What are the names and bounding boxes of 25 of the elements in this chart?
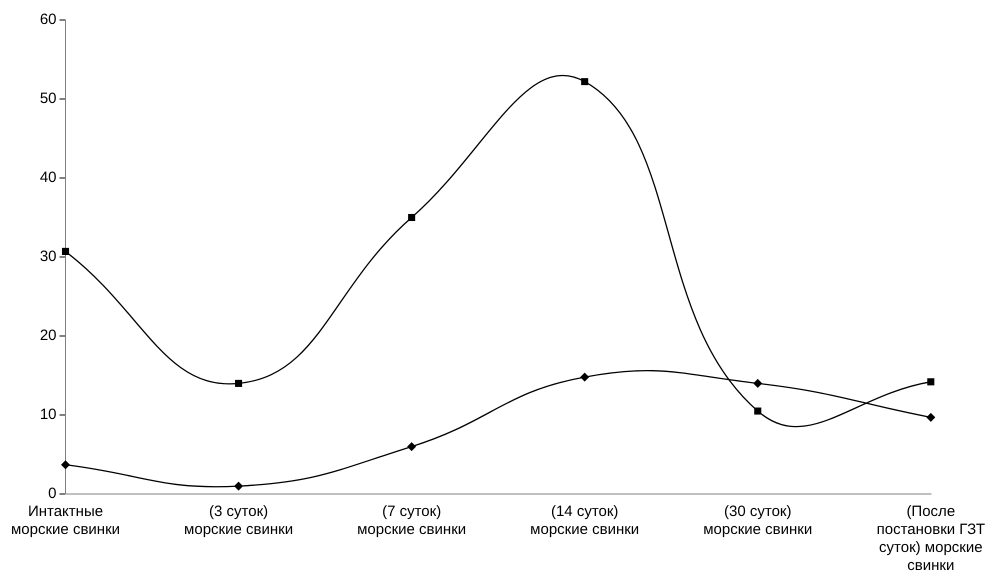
x-tick-label: (7 суток) морские свинки — [357, 503, 466, 538]
y-tick-label: 20 — [40, 327, 57, 344]
point — [580, 372, 590, 382]
x-tick-label: (14 суток) морские свинки — [530, 503, 640, 538]
point — [62, 248, 70, 256]
y-tick-label: 40 — [40, 169, 57, 186]
point — [581, 78, 588, 86]
point — [61, 460, 70, 470]
point — [234, 482, 244, 491]
point — [407, 442, 416, 452]
point — [926, 412, 936, 422]
y-tick-label: 60 — [40, 11, 57, 28]
y-tick-label: 0 — [48, 485, 57, 502]
x-tick-label: (3 суток) морские свинки — [184, 503, 294, 538]
point — [754, 408, 762, 415]
y-tick-label: 10 — [40, 406, 57, 424]
x-tick-label: Интактные морские свинки — [10, 503, 120, 538]
x-tick-label: (После постановки ГЗТ суток) морские свинки — [876, 503, 986, 574]
point — [408, 214, 416, 222]
x-tick-label: (30 суток) морские свинки — [703, 503, 812, 538]
y-tick-label: 30 — [40, 248, 57, 266]
point — [235, 380, 242, 387]
point — [927, 378, 934, 386]
y-tick-label: 50 — [40, 90, 57, 108]
point — [753, 378, 762, 388]
